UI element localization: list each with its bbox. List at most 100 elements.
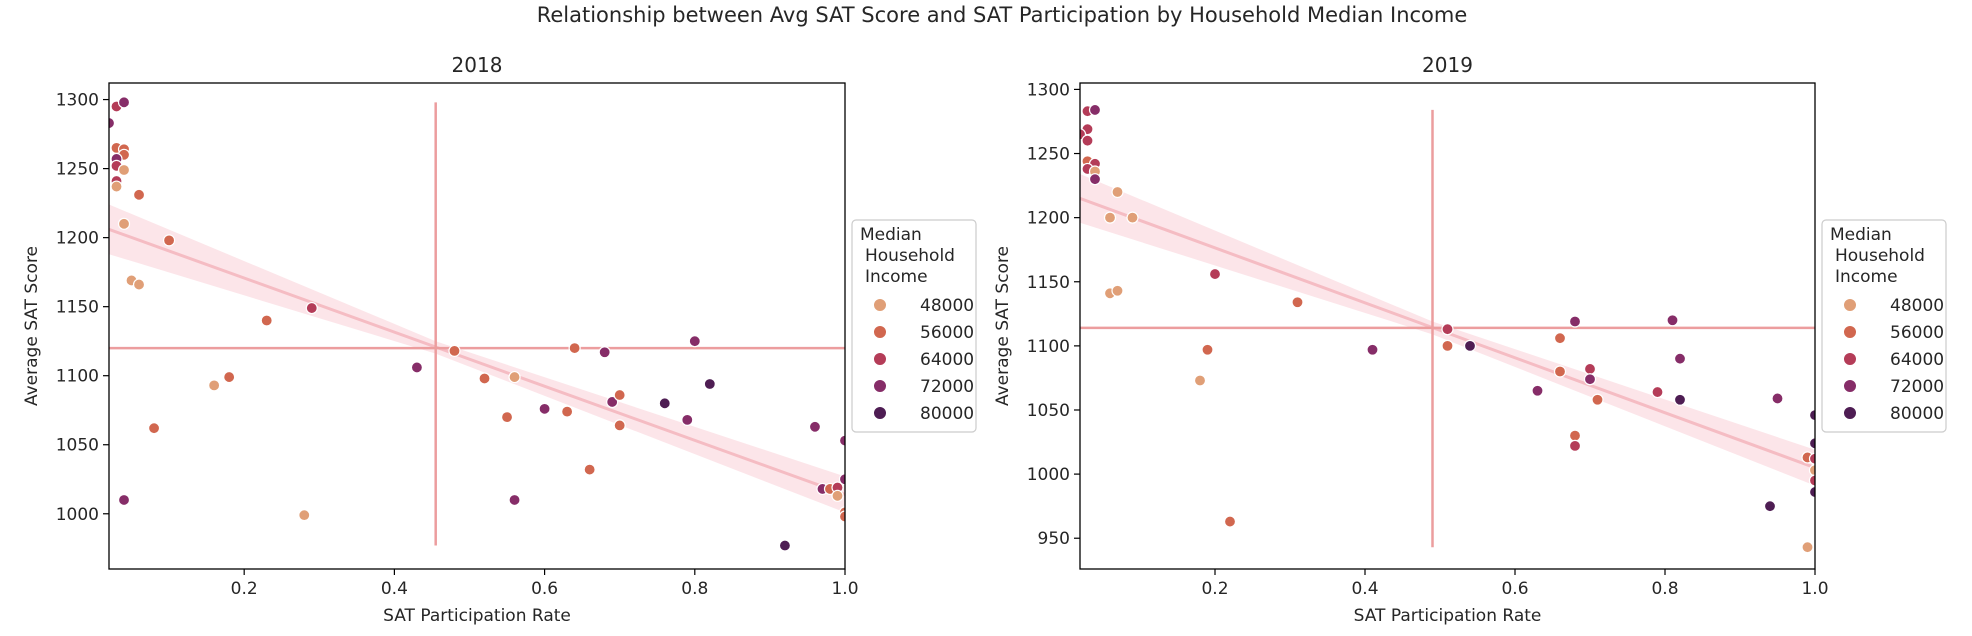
data-point [1673,393,1687,406]
data-point [132,278,146,291]
x-tick-label: 0.8 [681,579,708,599]
data-point [478,372,491,385]
data-point [132,188,146,201]
x-tick-label: 0.4 [381,579,408,599]
data-point [117,163,131,177]
x-tick-label: 0.2 [231,579,258,599]
axes-frame [108,82,846,570]
data-point [1291,296,1304,309]
data-point [448,344,461,357]
data-point [1553,332,1567,345]
data-point [613,388,626,402]
data-point [410,361,424,374]
data-point [1808,452,1815,465]
data-point [223,370,236,384]
y-tick-label: 1150 [56,298,99,318]
y-tick-label: 1250 [1027,145,1070,165]
y-tick-label: 1250 [56,160,99,180]
legend-title-line: Income [1835,267,1898,287]
data-point [1463,339,1477,352]
data-point [1441,323,1454,336]
data-point [838,473,845,486]
y-tick-label: 1100 [56,367,99,387]
data-point [1583,362,1597,376]
legend-swatch [873,406,887,420]
legend-swatch [1843,298,1857,312]
data-point [1673,352,1687,365]
plot-area [109,96,845,552]
data-point [1568,439,1582,452]
legend-entry-label: 72000 [1890,377,1944,397]
y-tick-label: 1300 [1027,80,1070,100]
legend-entry-label: 80000 [920,404,974,424]
data-point [1193,374,1207,387]
data-point [109,116,116,130]
data-point [1666,314,1679,327]
data-point [508,493,521,507]
y-tick-label: 950 [1038,529,1070,549]
y-axis-label: Average SAT Score [22,246,42,406]
y-tick-label: 1000 [1027,465,1070,485]
legend-entry-label: 64000 [920,350,974,370]
legend-swatch [873,379,887,393]
legend-swatch [873,325,887,339]
data-point [1568,315,1582,328]
data-point [838,510,845,523]
data-point [1808,485,1815,499]
data-point [508,370,521,384]
data-point [1553,365,1567,378]
data-point [1111,185,1124,199]
data-point [1201,343,1214,356]
data-point [147,422,161,435]
y-tick-label: 1200 [1027,209,1070,229]
legend-entry-label: 72000 [920,377,974,397]
data-point [583,463,596,476]
legend-box [851,219,977,433]
data-point [778,539,792,552]
legend-title-line: Household [1835,246,1925,266]
data-point [681,413,694,426]
x-tick-label: 0.6 [1501,579,1528,599]
legend-swatch [873,298,887,312]
data-point [1808,474,1815,487]
axes-frame [1079,82,1816,570]
data-point [305,301,318,315]
data-point [117,493,131,507]
y-tick-label: 1050 [56,436,99,456]
x-axis-label: SAT Participation Rate [1354,606,1542,626]
data-point [1591,393,1604,406]
x-tick-label: 1.0 [831,579,858,599]
panel-title: 2019 [1422,53,1473,77]
data-point [260,314,273,327]
x-tick-label: 0.6 [531,579,558,599]
data-point [110,180,123,193]
data-point [500,411,514,424]
data-point [1568,429,1582,442]
data-point [808,420,822,433]
data-point [561,405,574,418]
regression-line [109,227,845,496]
plot-area [1080,103,1815,554]
data-point [117,96,131,109]
data-point [1651,385,1664,399]
data-point [658,397,671,410]
legend-title-line: Median [1830,225,1892,245]
legend-title-line: Income [865,267,928,287]
y-axis-label: Average SAT Score [993,246,1013,406]
data-point [1111,284,1124,297]
data-point [538,402,551,415]
data-point [1366,343,1379,356]
y-tick-label: 1050 [1027,401,1070,421]
data-point [298,509,311,522]
data-point [703,377,716,391]
legend-title-line: Household [865,246,955,266]
figure-title: Relationship between Avg SAT Score and S… [537,3,1468,27]
data-point [1088,173,1102,186]
legend-entry-label: 56000 [1890,323,1944,343]
panel-title: 2018 [452,53,503,77]
data-point [1126,211,1139,224]
x-tick-label: 0.2 [1201,579,1228,599]
